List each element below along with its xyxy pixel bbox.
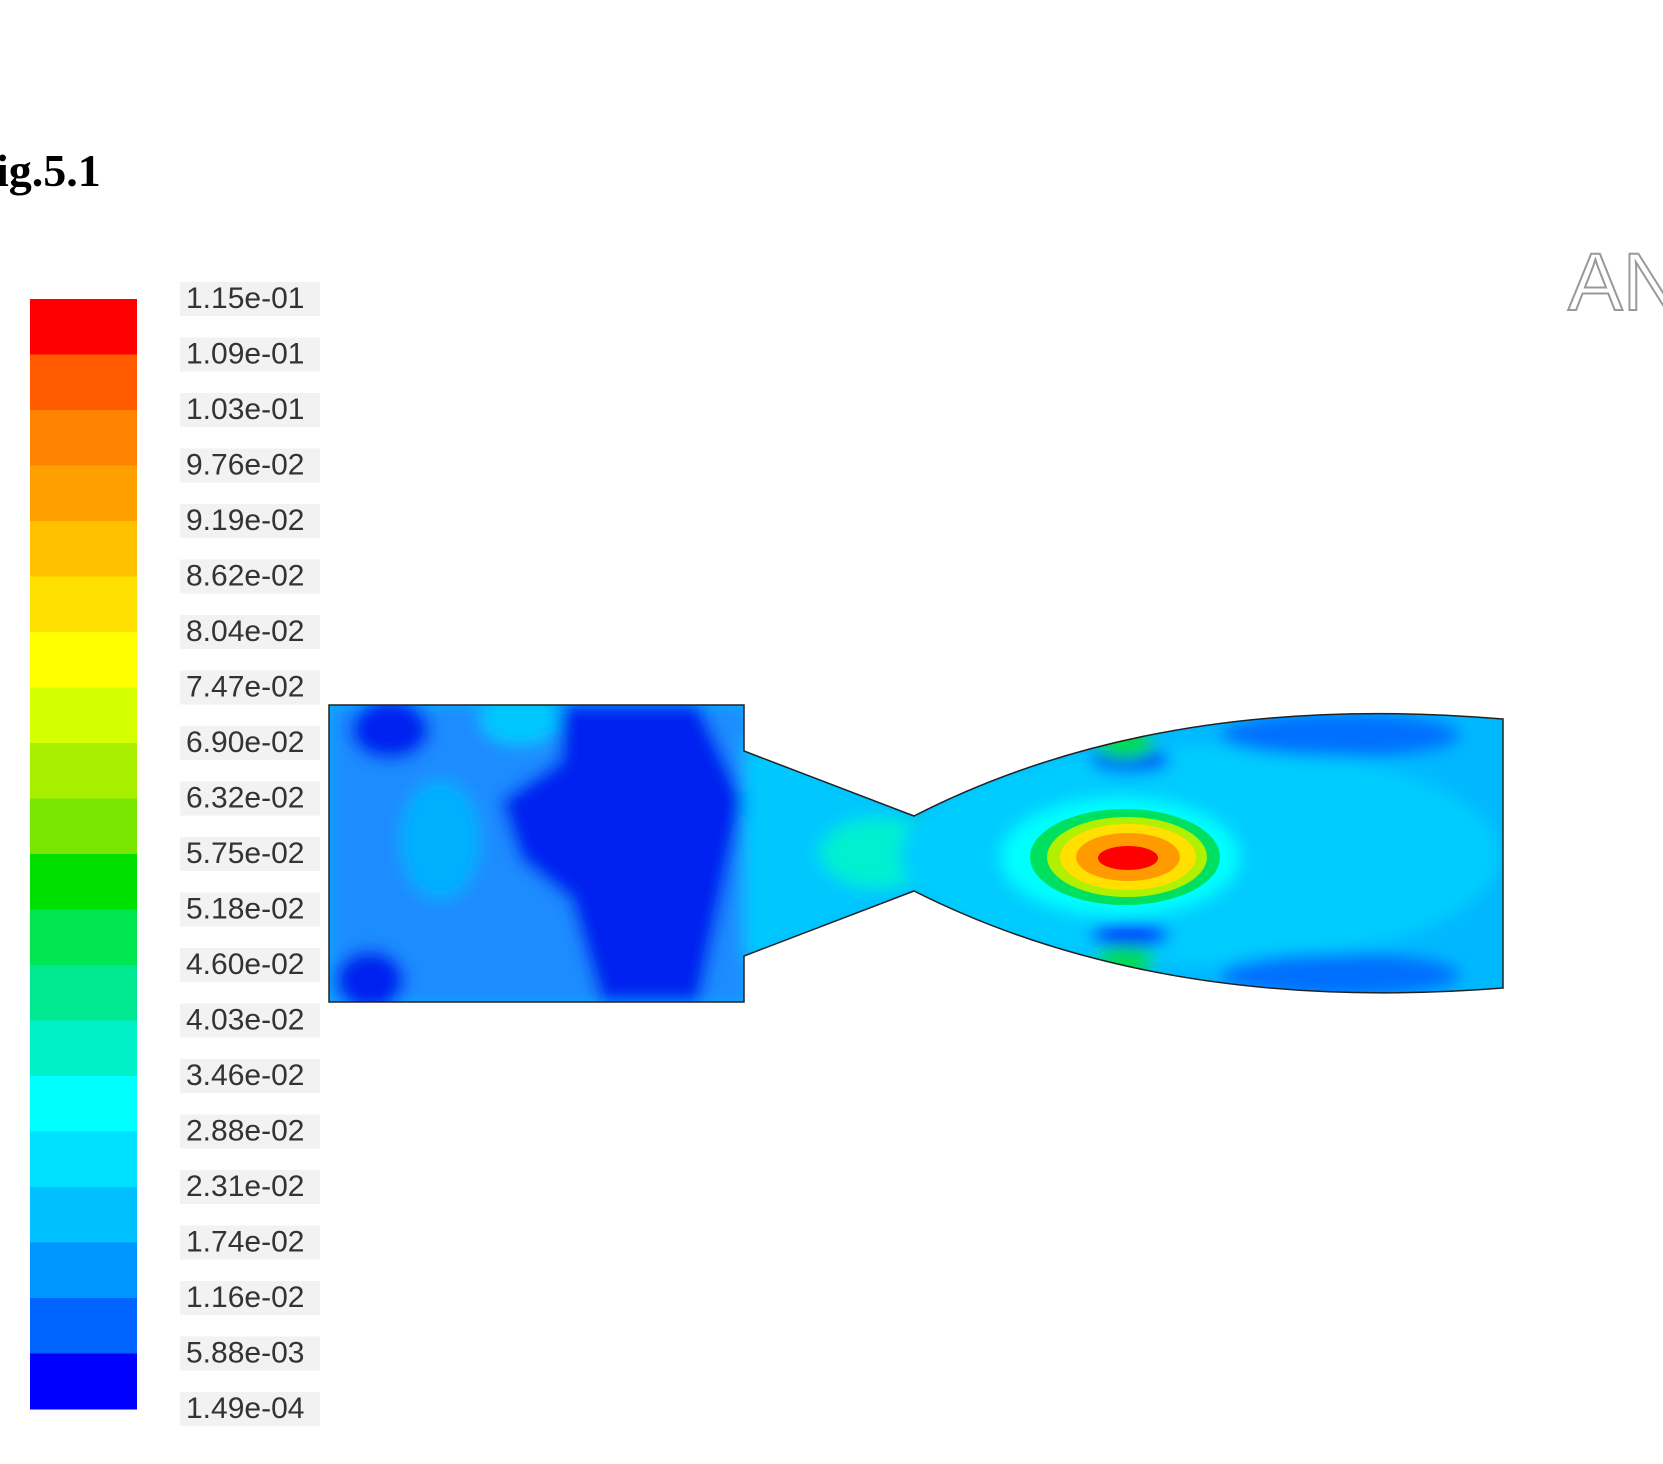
colorbar-label: 1.03e-01 bbox=[186, 393, 304, 426]
label-bg bbox=[180, 1336, 320, 1371]
label-bg bbox=[180, 726, 320, 760]
colorbar-band bbox=[30, 354, 137, 411]
colorbar-band bbox=[30, 1298, 137, 1354]
label-bg bbox=[180, 670, 320, 705]
colorbar-band bbox=[30, 965, 137, 1021]
contour-field bbox=[329, 705, 1503, 1002]
colorbar-label: 3.46e-02 bbox=[186, 1059, 304, 1092]
colorbar-band bbox=[30, 687, 137, 744]
label-bg bbox=[180, 393, 320, 427]
label-bg bbox=[180, 504, 320, 538]
colorbar-label: 7.47e-02 bbox=[186, 670, 304, 703]
label-bg bbox=[180, 837, 320, 871]
label-bg bbox=[180, 337, 320, 372]
colorbar-band bbox=[30, 1131, 137, 1188]
label-bg bbox=[180, 892, 320, 927]
colorbar-label: 8.62e-02 bbox=[186, 559, 304, 592]
colorbar-label: 9.19e-02 bbox=[186, 504, 304, 537]
logo: AN bbox=[1568, 237, 1663, 328]
colorbar-label: 1.49e-04 bbox=[186, 1392, 304, 1425]
colorbar-band bbox=[30, 743, 137, 799]
colorbar-label: 4.60e-02 bbox=[186, 948, 304, 981]
colorbar-band bbox=[30, 410, 137, 466]
label-bg bbox=[180, 948, 320, 982]
colorbar-label: 6.32e-02 bbox=[186, 781, 304, 814]
colorbar-label: 2.31e-02 bbox=[186, 1170, 304, 1203]
colorbar-label: 9.76e-02 bbox=[186, 448, 304, 481]
colorbar-label: 1.74e-02 bbox=[186, 1225, 304, 1258]
colorbar-band bbox=[30, 576, 137, 633]
colorbar-band bbox=[30, 299, 137, 355]
colorbar-label: 5.75e-02 bbox=[186, 837, 304, 870]
colorbar-label: 1.09e-01 bbox=[186, 337, 304, 370]
label-bg bbox=[180, 282, 320, 316]
colorbar-band bbox=[30, 1187, 137, 1243]
colorbar-label: 2.88e-02 bbox=[186, 1114, 304, 1147]
colorbar-band bbox=[30, 632, 137, 688]
caption: ig.5.1 bbox=[0, 145, 101, 196]
label-bg bbox=[180, 615, 320, 649]
colorbar-band bbox=[30, 1353, 137, 1410]
colorbar-band bbox=[30, 1020, 137, 1077]
label-bg bbox=[180, 1392, 320, 1426]
colorbar-band bbox=[30, 1242, 137, 1299]
colorbar-label: 1.15e-01 bbox=[186, 282, 304, 315]
label-bg bbox=[180, 1170, 320, 1204]
label-bg bbox=[180, 559, 320, 594]
colorbar: 1.15e-01 1.09e-01 1.03e-01 9.76e-02 9.19e-02… bbox=[30, 282, 320, 1426]
label-bg bbox=[180, 1059, 320, 1093]
label-bg bbox=[180, 1281, 320, 1315]
label-bg bbox=[180, 1003, 320, 1038]
colorbar-label: 5.18e-02 bbox=[186, 892, 304, 925]
nozzle-outline bbox=[328, 704, 1504, 1003]
colorbar-band bbox=[30, 1076, 137, 1132]
label-bg bbox=[180, 448, 320, 483]
label-bg bbox=[180, 1225, 320, 1260]
colorbar-band bbox=[30, 854, 137, 910]
colorbar-band bbox=[30, 465, 137, 522]
colorbar-band bbox=[30, 521, 137, 577]
label-bg bbox=[180, 1114, 320, 1149]
colorbar-label: 4.03e-02 bbox=[186, 1003, 304, 1036]
label-bg bbox=[180, 781, 320, 816]
colorbar-band bbox=[30, 909, 137, 966]
colorbar-label: 1.16e-02 bbox=[186, 1281, 304, 1314]
colorbar-band bbox=[30, 798, 137, 855]
colorbar-label: 6.90e-02 bbox=[186, 726, 304, 759]
colorbar-label: 5.88e-03 bbox=[186, 1336, 304, 1369]
colorbar-label: 8.04e-02 bbox=[186, 615, 304, 648]
